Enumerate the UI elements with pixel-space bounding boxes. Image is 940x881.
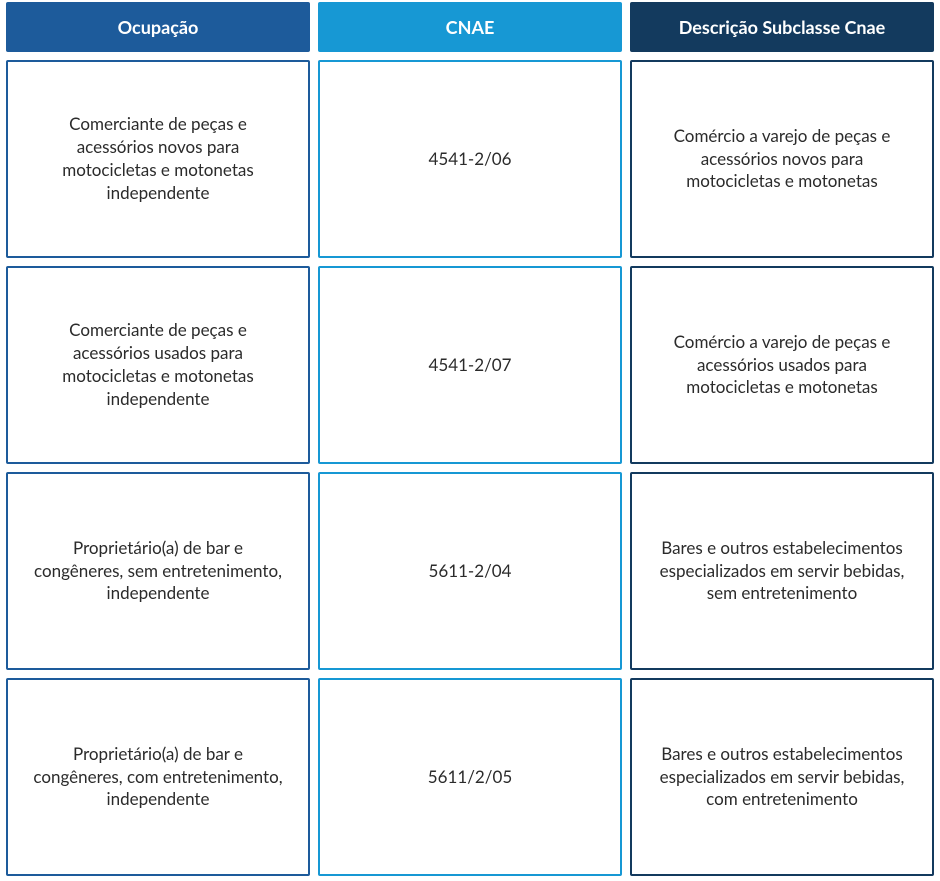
cell-descricao: Bares e outros estabelecimentos especial…: [630, 678, 934, 876]
cell-cnae: 5611/2/05: [318, 678, 622, 876]
cell-descricao: Comércio a varejo de peças e acessórios …: [630, 266, 934, 464]
column-header-descricao: Descrição Subclasse Cnae: [630, 2, 934, 52]
table-row: Comerciante de peças e acessórios novos …: [6, 60, 934, 258]
cell-cnae: 4541-2/07: [318, 266, 622, 464]
cell-ocupacao: Proprietário(a) de bar e congêneres, com…: [6, 678, 310, 876]
table-row: Comerciante de peças e acessórios usados…: [6, 266, 934, 464]
table-row: Proprietário(a) de bar e congêneres, sem…: [6, 472, 934, 670]
cell-descricao: Comércio a varejo de peças e acessórios …: [630, 60, 934, 258]
cnae-table: Ocupação CNAE Descrição Subclasse Cnae C…: [6, 2, 934, 876]
column-header-cnae: CNAE: [318, 2, 622, 52]
cell-ocupacao: Comerciante de peças e acessórios usados…: [6, 266, 310, 464]
table-row: Proprietário(a) de bar e congêneres, com…: [6, 678, 934, 876]
column-header-ocupacao: Ocupação: [6, 2, 310, 52]
cell-descricao: Bares e outros estabelecimentos especial…: [630, 472, 934, 670]
cell-cnae: 4541-2/06: [318, 60, 622, 258]
table-header-row: Ocupação CNAE Descrição Subclasse Cnae: [6, 2, 934, 52]
cell-ocupacao: Proprietário(a) de bar e congêneres, sem…: [6, 472, 310, 670]
cell-cnae: 5611-2/04: [318, 472, 622, 670]
cell-ocupacao: Comerciante de peças e acessórios novos …: [6, 60, 310, 258]
